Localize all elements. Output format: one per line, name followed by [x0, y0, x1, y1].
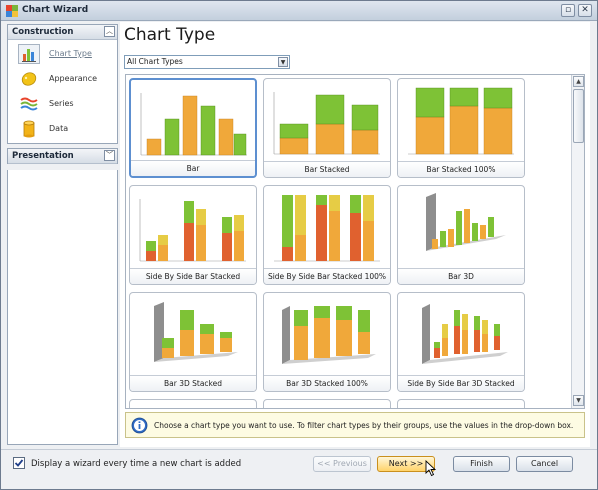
bar-stacked-thumbnail	[273, 92, 380, 155]
previous-button[interactable]: << Previous	[313, 456, 371, 472]
series-icon	[20, 97, 38, 111]
tile-caption: Side By Side Bar 3D Stacked	[398, 375, 524, 391]
palette-icon	[21, 72, 37, 86]
sidebar-item-appearance[interactable]: Appearance	[8, 66, 117, 91]
chart-type-tile-bar-stacked[interactable]: Bar Stacked	[263, 78, 391, 178]
collapse-icon[interactable]: ︿	[104, 26, 115, 37]
sidebar-item-label: Data	[49, 124, 69, 133]
info-text: Choose a chart type you want to use. To …	[154, 421, 574, 430]
show-wizard-checkbox[interactable]	[13, 457, 25, 469]
minimize-icon: ▫	[564, 5, 572, 15]
chart-type-tile-partial[interactable]	[263, 399, 391, 408]
group-construction: Construction ︿ Chart Type	[7, 24, 118, 144]
group-title: Presentation	[12, 151, 74, 161]
scroll-down-icon[interactable]: ▼	[573, 395, 584, 406]
gallery-scrollbar[interactable]: ▲ ▼	[571, 75, 584, 408]
finish-button[interactable]: Finish	[453, 456, 510, 472]
scrollbar-thumb[interactable]	[573, 89, 584, 143]
tile-caption: Side By Side Bar Stacked	[130, 268, 256, 284]
close-icon: ✕	[581, 5, 589, 15]
chart-type-filter-select[interactable]: All Chart Types ▼	[124, 55, 290, 69]
sidebar-item-label: Appearance	[49, 74, 98, 83]
bar-chart-thumbnail	[140, 93, 247, 156]
bar-3d-thumbnail	[426, 193, 506, 251]
side-by-side-bar-stacked-thumbnail	[139, 199, 246, 262]
tile-caption: Bar	[131, 160, 255, 176]
side-by-side-bar-3d-stacked-thumbnail	[422, 304, 508, 364]
tile-caption: Side By Side Bar Stacked 100%	[264, 268, 390, 284]
mouse-cursor-icon	[425, 460, 437, 477]
chart-type-tile-bar-3d-stacked-100[interactable]: Bar 3D Stacked 100%	[263, 292, 391, 392]
info-bar: Choose a chart type you want to use. To …	[125, 412, 585, 438]
sidebar-item-chart-type[interactable]: Chart Type	[8, 41, 117, 66]
sidebar-panel-fill	[7, 170, 118, 445]
info-icon	[131, 417, 148, 434]
page-title: Chart Type	[124, 25, 216, 45]
expand-icon[interactable]: ﹀	[104, 150, 115, 161]
group-header-presentation[interactable]: Presentation ﹀	[8, 149, 117, 164]
sidebar-item-label: Chart Type	[49, 49, 92, 58]
sidebar-item-series[interactable]: Series	[8, 91, 117, 116]
window-title: Chart Wizard	[22, 5, 89, 15]
title-bar: Chart Wizard ▫ ✕	[1, 1, 597, 21]
chevron-down-icon[interactable]: ▼	[278, 57, 288, 67]
database-icon	[23, 120, 35, 138]
chart-type-tile-side-by-side-bar-3d-stacked[interactable]: Side By Side Bar 3D Stacked	[397, 292, 525, 392]
chart-type-tile-side-by-side-bar-stacked-100[interactable]: Side By Side Bar Stacked 100%	[263, 185, 391, 285]
wizard-sidebar: Construction ︿ Chart Type	[7, 24, 118, 445]
tile-caption: Bar Stacked 100%	[398, 161, 524, 177]
minimize-button[interactable]: ▫	[561, 4, 575, 17]
filter-selected-value: All Chart Types	[127, 57, 183, 66]
show-wizard-label: Display a wizard every time a new chart …	[31, 459, 242, 469]
bar-stacked-100-thumbnail	[408, 87, 514, 155]
scroll-up-icon[interactable]: ▲	[573, 76, 584, 87]
chart-type-tile-partial[interactable]	[129, 399, 257, 408]
chart-type-tile-side-by-side-bar-stacked[interactable]: Side By Side Bar Stacked	[129, 185, 257, 285]
cancel-button[interactable]: Cancel	[516, 456, 573, 472]
side-by-side-bar-stacked-100-thumbnail	[274, 195, 380, 262]
bar-3d-stacked-thumbnail	[154, 302, 238, 362]
group-title: Construction	[12, 27, 74, 37]
next-button[interactable]: Next >>	[377, 456, 435, 472]
tile-caption: Bar 3D Stacked	[130, 375, 256, 391]
chart-type-tile-bar[interactable]: Bar	[129, 78, 257, 178]
footer-divider	[1, 449, 597, 450]
tile-caption: Bar Stacked	[264, 161, 390, 177]
main-panel: Chart Type All Chart Types ▼ Bar	[120, 22, 590, 447]
group-presentation: Presentation ﹀	[7, 148, 118, 164]
bar-3d-stacked-100-thumbnail	[282, 306, 376, 364]
tile-caption: Bar 3D	[398, 268, 524, 284]
close-button[interactable]: ✕	[578, 4, 592, 17]
chart-type-gallery: Bar Bar Stacked	[125, 74, 585, 409]
sidebar-item-data[interactable]: Data	[8, 116, 117, 141]
chart-type-tile-bar-stacked-100[interactable]: Bar Stacked 100%	[397, 78, 525, 178]
chart-type-tile-bar-3d-stacked[interactable]: Bar 3D Stacked	[129, 292, 257, 392]
chart-type-icon	[22, 49, 36, 62]
chart-type-tile-partial[interactable]	[397, 399, 525, 408]
group-header-construction[interactable]: Construction ︿	[8, 25, 117, 40]
chart-type-tile-bar-3d[interactable]: Bar 3D	[397, 185, 525, 285]
sidebar-item-label: Series	[49, 99, 74, 108]
checkmark-icon	[14, 459, 24, 467]
app-icon	[6, 5, 18, 17]
tile-caption: Bar 3D Stacked 100%	[264, 375, 390, 391]
